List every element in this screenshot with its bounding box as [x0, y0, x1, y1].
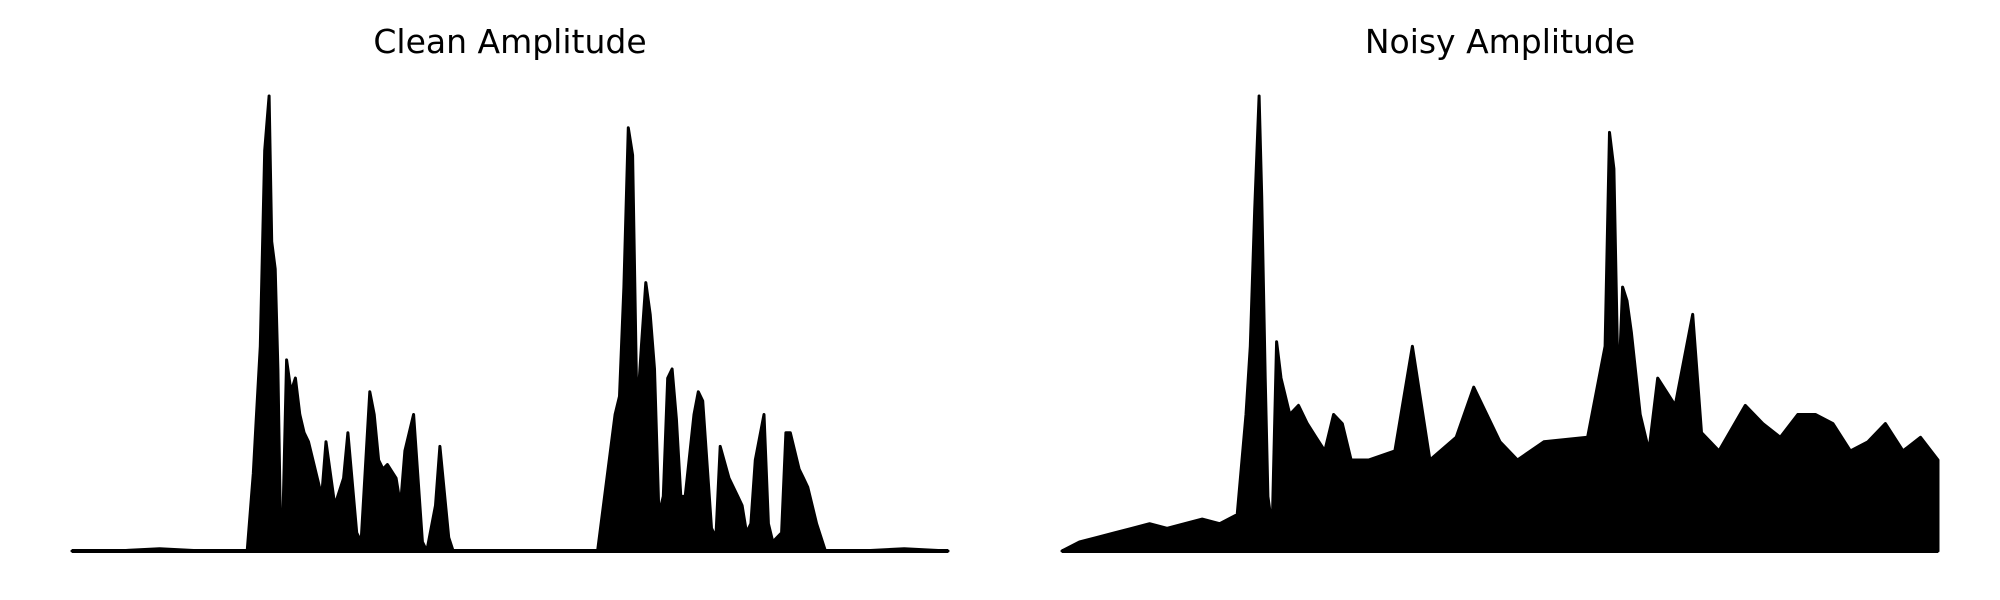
clean-amplitude-panel: Clean Amplitude	[70, 22, 950, 553]
clean-amplitude-plot	[70, 94, 950, 553]
noisy-amplitude-plot	[1060, 94, 1940, 553]
noisy-amplitude-panel: Noisy Amplitude	[1000, 0, 2000, 600]
noisy-amplitude-series	[1060, 94, 1940, 553]
amplitude-envelope	[1060, 94, 1940, 553]
amplitude-envelope	[70, 94, 950, 553]
clean-amplitude-series	[70, 94, 950, 553]
chart-title-noisy: Noisy Amplitude	[1364, 22, 1636, 61]
chart-title-clean: Clean Amplitude	[373, 22, 647, 61]
